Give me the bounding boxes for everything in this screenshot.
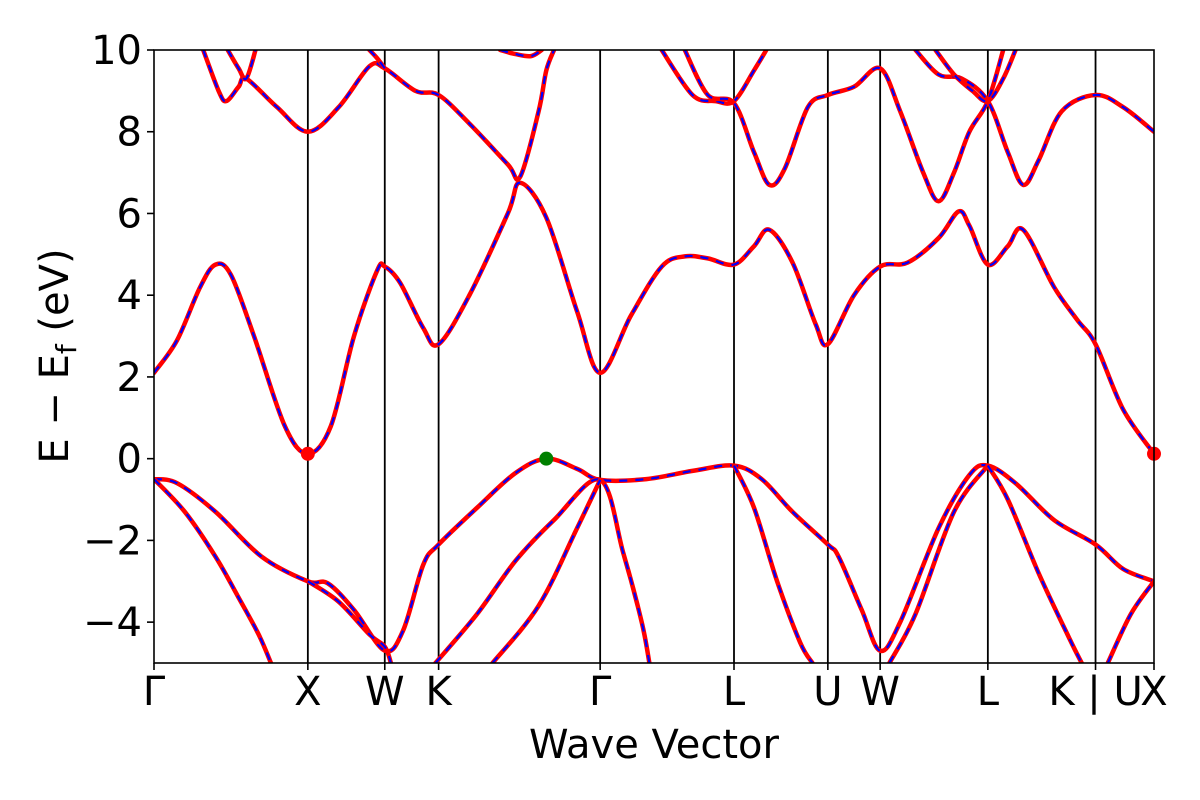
band-line-overlay xyxy=(683,50,1005,203)
band-line-overlay xyxy=(307,580,392,663)
band-line-overlay xyxy=(434,478,651,663)
band-line-overlay xyxy=(1106,580,1154,663)
band-line xyxy=(154,476,274,663)
band-line-overlay xyxy=(202,50,556,181)
band-line-overlay xyxy=(888,464,989,663)
x-tick-label: L xyxy=(977,669,1000,715)
vbm-marker xyxy=(539,451,554,466)
y-tick-label: −2 xyxy=(83,518,142,564)
y-tick-label: 6 xyxy=(117,191,142,237)
y-tick-label: −4 xyxy=(83,600,142,646)
y-tick-label: 2 xyxy=(117,355,142,401)
band-line-overlay xyxy=(154,181,1154,455)
y-axis-title-unit: (eV) xyxy=(32,248,78,344)
y-axis-ticks: −4 −2 0 2 4 6 8 10 xyxy=(83,28,154,646)
band-line-overlay xyxy=(934,50,1017,103)
y-axis-title-main: E − E xyxy=(32,354,78,464)
y-tick-label: 0 xyxy=(117,437,142,483)
kpoint-lines xyxy=(306,50,1097,663)
y-axis-title-subscript: f xyxy=(50,343,83,354)
x-tick-label: K xyxy=(425,669,453,715)
x-tick-label: Γ xyxy=(589,669,612,715)
cbm-marker xyxy=(300,446,315,461)
x-tick-label: K | U xyxy=(1048,669,1142,715)
band-line-overlay xyxy=(368,50,386,70)
band-line-overlay xyxy=(986,465,1083,663)
x-tick-label: U xyxy=(813,669,842,715)
y-tick-label: 10 xyxy=(91,28,142,74)
y-tick-label: 4 xyxy=(117,273,142,319)
x-tick-label: L xyxy=(723,669,746,715)
plot-frame xyxy=(153,49,1155,664)
x-tick-label: W xyxy=(365,669,405,715)
band-line-overlay xyxy=(491,479,602,663)
band-line-overlay xyxy=(499,50,543,58)
bands xyxy=(154,50,1154,663)
band-line-overlay xyxy=(733,465,814,663)
band-line-overlay xyxy=(226,50,257,81)
x-tick-label: Γ xyxy=(143,669,166,715)
x-axis-title: Wave Vector xyxy=(529,722,780,768)
x-tick-label: X xyxy=(1140,669,1167,715)
y-tick-label: 8 xyxy=(117,110,142,156)
band-line-overlay xyxy=(660,50,768,105)
y-axis-title: E − Ef (eV) xyxy=(32,248,83,463)
band-line-overlay xyxy=(154,457,1154,653)
x-tick-label: W xyxy=(860,669,900,715)
x-tick-label: X xyxy=(294,669,321,715)
